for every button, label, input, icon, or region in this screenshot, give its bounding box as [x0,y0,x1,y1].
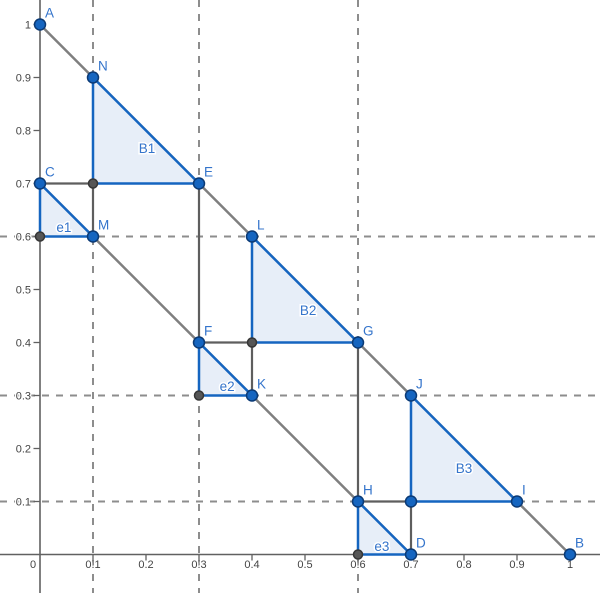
point-label-C: C [45,165,55,180]
triangle-e3[interactable] [356,500,413,556]
point-I[interactable] [510,495,524,508]
y-tick-label: 0.4 [16,338,31,350]
triangle-label-B3: B3 [456,461,473,476]
triangle-label-e1: e1 [56,220,71,235]
y-tick-label: 0.7 [16,179,31,191]
point-label-N: N [98,59,108,74]
x-tick-label: 0.3 [191,559,206,571]
point-C[interactable] [33,177,47,190]
point-b3-right-angle-corner[interactable] [404,495,418,508]
triangle-label-e3: e3 [374,539,389,554]
point-label-E: E [204,165,213,180]
point-E[interactable] [192,177,206,190]
triangle-label-B1: B1 [139,141,156,156]
point-F[interactable] [192,336,206,349]
point-label-B: B [575,536,584,551]
point-e2-right-angle-corner[interactable] [193,390,205,401]
point-G[interactable] [351,336,365,349]
point-label-H: H [363,483,373,498]
point-label-A: A [45,6,54,21]
y-tick-label: 0.8 [16,126,31,138]
point-b2-right-angle-corner[interactable] [246,337,258,348]
x-tick-label: 0.5 [297,559,312,571]
point-e3-right-angle-corner[interactable] [352,549,364,560]
y-tick-label: 0.6 [16,232,31,244]
triangle-e1[interactable] [38,182,95,238]
triangle-label-e2: e2 [220,379,235,394]
y-tick-label: 0.9 [16,73,31,85]
point-label-L: L [257,218,265,233]
y-tick-label: 0.2 [16,444,31,456]
point-L[interactable] [245,230,259,243]
x-tick-label: 0.1 [85,559,100,571]
point-K[interactable] [245,389,259,402]
x-tick-label: 1 [567,559,573,571]
point-label-D: D [416,536,426,551]
triangle-label-B2: B2 [300,303,317,318]
point-label-G: G [363,324,374,339]
y-tick-label: 0.3 [16,391,31,403]
point-label-J: J [416,377,423,392]
point-label-M: M [98,218,109,233]
triangle-B2[interactable] [250,235,360,344]
point-e1-right-angle-corner[interactable] [34,231,46,242]
x-tick-label: 0.2 [138,559,153,571]
point-B[interactable] [563,548,577,561]
triangle-e2[interactable] [197,341,254,397]
x-tick-label: 0.8 [456,559,471,571]
x-tick-label: 0.4 [244,559,259,571]
point-label-F: F [204,324,212,339]
point-label-I: I [522,483,526,498]
point-J[interactable] [404,389,418,402]
point-M[interactable] [86,230,100,243]
x-tick-label: 0 [30,559,36,571]
x-tick-label: 0.9 [509,559,524,571]
point-N[interactable] [86,71,100,84]
x-tick-label: 0.6 [350,559,365,571]
point-A[interactable] [33,18,47,31]
point-label-K: K [257,377,266,392]
y-tick-label: 0.5 [16,285,31,297]
point-H[interactable] [351,495,365,508]
y-tick-label: 0.1 [16,497,31,509]
point-D[interactable] [404,548,418,561]
x-tick-label: 0.7 [403,559,418,571]
triangle-B1[interactable] [91,76,201,185]
y-tick-label: 1 [25,20,31,32]
triangle-B3[interactable] [409,394,519,503]
point-b1-right-angle-corner[interactable] [87,178,99,189]
